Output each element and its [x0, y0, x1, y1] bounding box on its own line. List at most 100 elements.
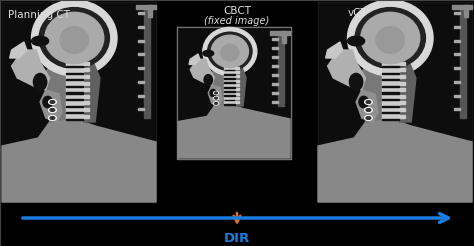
- Bar: [396, 62, 405, 65]
- Bar: [225, 91, 235, 92]
- Ellipse shape: [215, 92, 218, 94]
- Bar: [80, 88, 90, 91]
- Bar: [382, 86, 399, 87]
- Bar: [66, 119, 83, 120]
- Polygon shape: [2, 118, 156, 202]
- Bar: [233, 97, 239, 99]
- Ellipse shape: [214, 97, 219, 100]
- Bar: [454, 94, 460, 96]
- Bar: [233, 92, 239, 94]
- Bar: [225, 71, 235, 74]
- Ellipse shape: [32, 0, 117, 76]
- Bar: [66, 87, 83, 92]
- Bar: [225, 104, 235, 105]
- Ellipse shape: [366, 117, 371, 119]
- Bar: [396, 101, 405, 104]
- Bar: [233, 80, 239, 82]
- Ellipse shape: [43, 96, 53, 108]
- Bar: [233, 88, 239, 90]
- Polygon shape: [362, 62, 403, 122]
- Bar: [225, 79, 235, 82]
- Ellipse shape: [366, 101, 371, 103]
- Bar: [382, 119, 399, 120]
- Bar: [66, 68, 83, 73]
- Bar: [272, 101, 278, 103]
- Ellipse shape: [349, 74, 363, 91]
- Bar: [65, 56, 84, 62]
- Bar: [382, 61, 399, 66]
- Bar: [66, 114, 83, 119]
- Bar: [138, 53, 144, 55]
- Bar: [138, 12, 144, 14]
- Bar: [396, 88, 405, 91]
- Bar: [396, 108, 405, 111]
- Bar: [66, 79, 83, 80]
- Polygon shape: [178, 103, 290, 158]
- Polygon shape: [326, 42, 343, 58]
- Bar: [178, 28, 290, 158]
- Bar: [225, 66, 235, 70]
- Ellipse shape: [49, 108, 56, 112]
- Bar: [66, 94, 83, 99]
- Bar: [177, 27, 291, 159]
- Bar: [138, 94, 144, 96]
- Bar: [138, 81, 144, 83]
- Bar: [382, 73, 399, 74]
- Bar: [66, 112, 83, 113]
- Bar: [0, 200, 474, 246]
- Bar: [454, 108, 460, 110]
- Bar: [225, 95, 235, 96]
- Polygon shape: [212, 67, 238, 106]
- Ellipse shape: [214, 102, 219, 105]
- Ellipse shape: [203, 27, 257, 76]
- Polygon shape: [40, 90, 62, 122]
- Bar: [225, 75, 235, 78]
- Bar: [382, 106, 399, 107]
- Ellipse shape: [203, 50, 214, 56]
- Bar: [158, 2, 314, 202]
- Bar: [80, 62, 90, 65]
- Polygon shape: [81, 58, 100, 122]
- Bar: [382, 112, 399, 113]
- Text: vCT: vCT: [348, 8, 368, 18]
- Bar: [3, 3, 155, 201]
- Text: CBCT: CBCT: [223, 6, 251, 16]
- Bar: [225, 101, 235, 104]
- Ellipse shape: [208, 32, 252, 71]
- Bar: [225, 82, 235, 83]
- Bar: [272, 56, 278, 58]
- Bar: [225, 96, 235, 100]
- Polygon shape: [11, 50, 50, 90]
- Bar: [144, 8, 150, 118]
- Ellipse shape: [215, 97, 218, 99]
- Bar: [80, 115, 90, 118]
- Bar: [233, 67, 239, 69]
- Bar: [233, 84, 239, 86]
- Bar: [233, 101, 239, 103]
- Bar: [382, 87, 399, 92]
- Bar: [382, 81, 399, 86]
- Bar: [464, 5, 468, 17]
- Polygon shape: [189, 54, 200, 64]
- Text: Planning CT: Planning CT: [8, 10, 70, 20]
- Bar: [454, 26, 460, 28]
- Ellipse shape: [365, 116, 372, 120]
- Polygon shape: [397, 58, 416, 122]
- Bar: [80, 82, 90, 85]
- Bar: [454, 67, 460, 69]
- Bar: [396, 75, 405, 78]
- Ellipse shape: [361, 12, 420, 64]
- Ellipse shape: [50, 117, 55, 119]
- Bar: [382, 92, 399, 93]
- Bar: [396, 82, 405, 85]
- Ellipse shape: [347, 0, 433, 76]
- Bar: [382, 79, 399, 80]
- Ellipse shape: [214, 92, 219, 94]
- Bar: [138, 40, 144, 42]
- Bar: [272, 47, 278, 49]
- Ellipse shape: [211, 35, 248, 68]
- Bar: [179, 29, 289, 157]
- Ellipse shape: [365, 100, 372, 104]
- Bar: [396, 95, 405, 98]
- Ellipse shape: [39, 8, 109, 68]
